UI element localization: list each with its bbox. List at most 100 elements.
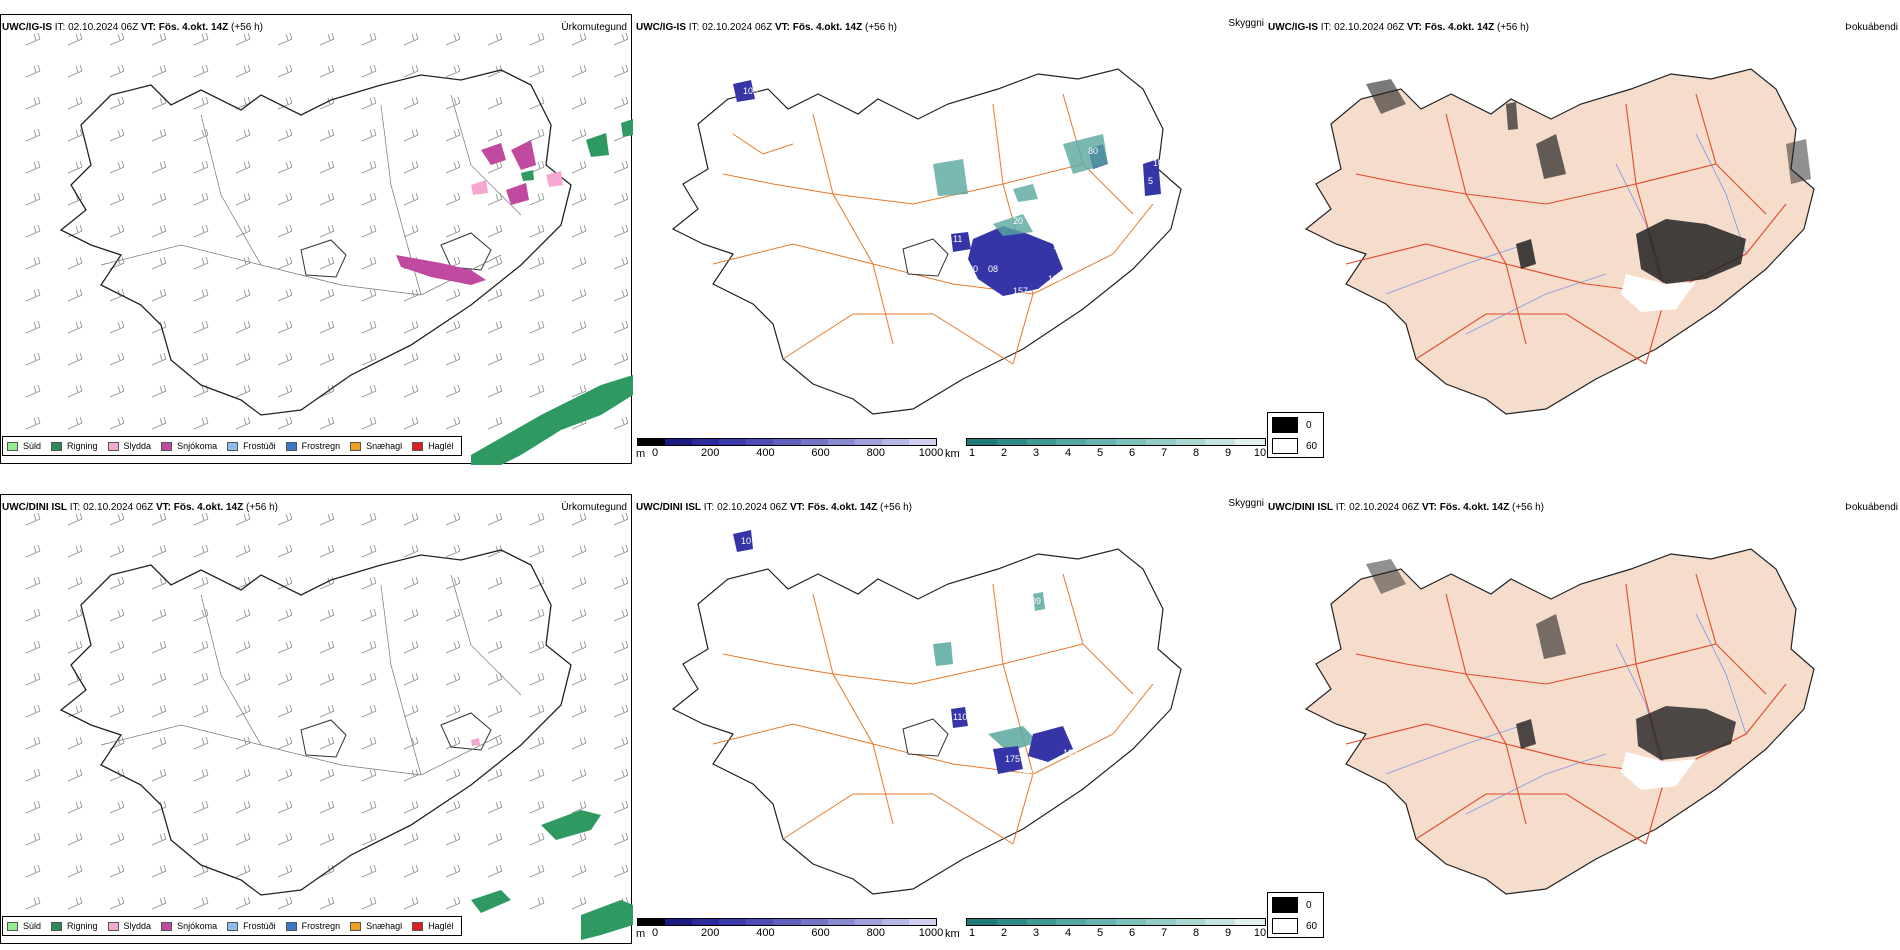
fog-legend-item: 0 — [1272, 897, 1312, 913]
wind-barb — [193, 704, 209, 718]
wind-barb — [361, 576, 377, 590]
wind-barb — [109, 800, 125, 814]
colorbar-segment — [692, 439, 720, 445]
legend-swatch — [227, 921, 239, 931]
wind-barb — [361, 736, 377, 750]
colorbar-tick: 4 — [1064, 447, 1072, 459]
wind-barb — [361, 32, 377, 46]
wind-barb — [403, 576, 419, 590]
colorbar-tick: 7 — [1160, 447, 1168, 459]
wind-barb — [403, 704, 419, 718]
legend-label: Frostregn — [301, 441, 341, 451]
legend-label: Rigning — [67, 921, 98, 931]
wind-barb — [445, 96, 461, 110]
wind-barb — [151, 128, 167, 142]
wind-barb — [25, 320, 41, 334]
legend-label: Snjókoma — [177, 921, 218, 931]
precip-sleet-areas — [471, 738, 480, 746]
panel-title-fog-row0: Þokuábendi — [1845, 22, 1898, 33]
wind-barb — [613, 768, 629, 782]
wind-barb — [571, 96, 587, 110]
fog-legend-swatch — [1272, 918, 1298, 934]
legend-label: Súld — [23, 441, 42, 451]
wind-barb — [529, 864, 545, 878]
fog-legend-item: 60 — [1272, 918, 1317, 934]
wind-barb — [571, 768, 587, 782]
wind-barb — [109, 672, 125, 686]
wind-barb — [25, 864, 41, 878]
colorbar-segment — [1056, 919, 1087, 925]
wind-barb — [319, 608, 335, 622]
wind-barb — [361, 128, 377, 142]
wind-barb — [571, 256, 587, 270]
wind-barb — [151, 544, 167, 558]
wind-barb — [25, 192, 41, 206]
legend-swatch — [227, 441, 239, 451]
model-name: UWC/IG-IS — [2, 22, 52, 33]
wind-barb — [571, 800, 587, 814]
wind-barb — [25, 128, 41, 142]
precip-type-panel-row0 — [0, 14, 633, 465]
wind-barb — [151, 64, 167, 78]
legend-item: Snæhagl — [350, 441, 402, 451]
wind-barb — [193, 768, 209, 782]
wind-barb — [613, 512, 629, 526]
wind-barb — [151, 672, 167, 686]
wind-barb — [571, 128, 587, 142]
wind-barb — [109, 896, 125, 910]
wind-barb — [235, 768, 251, 782]
wind-barb — [193, 832, 209, 846]
wind-barb — [403, 320, 419, 334]
wind-barbs — [25, 512, 629, 910]
wind-barb — [487, 352, 503, 366]
wind-barb — [109, 832, 125, 846]
panel-header-row0-p0: UWC/IG-IS IT: 02.10.2024 06Z VT: Fös. 4.… — [2, 22, 263, 34]
colorbar-segment — [827, 919, 855, 925]
legend-item: Haglél — [412, 921, 454, 931]
wind-barb — [151, 512, 167, 526]
wind-barb — [571, 512, 587, 526]
distance-colorbar-row0 — [966, 438, 1266, 446]
fog-dark-areas — [1366, 559, 1736, 760]
legend-item: Frostúði — [227, 441, 276, 451]
colorbar-tick: 4 — [1064, 927, 1072, 939]
wind-barb — [613, 832, 629, 846]
wind-barb — [487, 384, 503, 398]
wind-barb — [151, 32, 167, 46]
colorbar-tick: 7 — [1160, 927, 1168, 939]
wind-barb — [235, 256, 251, 270]
wind-barb — [445, 64, 461, 78]
iceland-coastline — [59, 69, 572, 416]
wind-barb — [151, 704, 167, 718]
precip-sleet-areas — [471, 171, 563, 195]
wind-barb — [403, 896, 419, 910]
colorbar-segment — [746, 439, 774, 445]
panel-header-row1-p0: UWC/DINI ISL IT: 02.10.2024 06Z VT: Fös.… — [2, 502, 278, 513]
colorbar-tick: 10 — [1253, 927, 1267, 939]
lead-time: (+56 h) — [231, 22, 263, 33]
wind-barb — [571, 576, 587, 590]
wind-barb — [319, 352, 335, 366]
visibility-value-label: 110 — [953, 712, 967, 722]
wind-barb — [487, 192, 503, 206]
wind-barb — [67, 224, 83, 238]
wind-barb — [613, 416, 629, 430]
colorbar-segment — [1086, 919, 1116, 925]
wind-barb — [613, 32, 629, 46]
height-colorbar-row0 — [637, 438, 937, 446]
wind-barb — [361, 544, 377, 558]
legend-label: Frostúði — [243, 921, 276, 931]
wind-barb — [151, 224, 167, 238]
legend-label: Snjókoma — [177, 441, 218, 451]
wind-barb — [277, 800, 293, 814]
legend-label: Snæhagl — [366, 921, 403, 931]
legend-label: Súld — [23, 921, 42, 931]
wind-barb — [67, 544, 83, 558]
distance-unit-row0: km — [945, 448, 960, 460]
wind-barb — [109, 704, 125, 718]
wind-barb — [361, 352, 377, 366]
wind-barb — [193, 672, 209, 686]
wind-barb — [67, 736, 83, 750]
wind-barb — [361, 672, 377, 686]
panel-title-fog-row1: Þokuábendi — [1845, 502, 1898, 513]
